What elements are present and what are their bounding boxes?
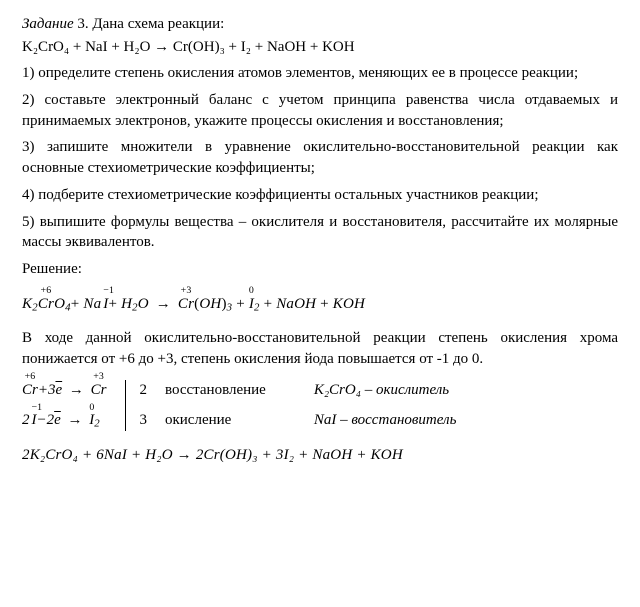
i2-ox-val: 0 xyxy=(249,284,254,298)
r2-pre: 2 xyxy=(22,412,30,428)
eq-h: H xyxy=(121,296,132,312)
eq-oh: OH xyxy=(199,296,221,312)
cr-ox-val: +6 xyxy=(38,284,54,298)
r2-la: I xyxy=(32,412,37,428)
balance-labels: восстановление окисление xyxy=(151,380,266,431)
arrow-1: → xyxy=(153,296,174,312)
r1-arrow: → xyxy=(66,382,87,398)
r1-e: e xyxy=(55,382,62,398)
r2-e: e xyxy=(54,412,61,428)
mult-2: 3 xyxy=(139,410,147,431)
cr-sym: Cr xyxy=(38,296,54,312)
r1-oxa: +6 xyxy=(22,370,38,384)
vline-1 xyxy=(125,380,126,431)
task-label: Задание xyxy=(22,16,74,32)
task-header: Задание 3. Дана схема реакции: xyxy=(22,14,618,35)
plus-3: + xyxy=(236,296,245,312)
final-equation-text: 2K₂CrO₄ + 6NaI + H₂O → 2Cr(OH)₃ + 3I₂ + … xyxy=(22,447,403,463)
item-4: 4) подберите стехиометрические коэффицие… xyxy=(22,185,618,206)
r1-la: Cr xyxy=(22,382,38,398)
oxidation-equation: K2+6CrO4+ Na−1I+ H2O → +3Cr(OH)3 + 0I2 +… xyxy=(22,294,618,315)
eq-o2: O xyxy=(138,296,149,312)
balance-equations: +6Cr+3e → +3Cr 2−1I−2e → 0I2 xyxy=(22,380,116,431)
eq-o: O xyxy=(54,296,65,312)
i-sym: I xyxy=(103,296,108,312)
agent-1-f: K₂CrO₄ xyxy=(314,382,361,398)
r2-rsub: 2 xyxy=(94,418,99,430)
r2-ra: I xyxy=(89,412,94,428)
r1-op: +3 xyxy=(38,382,56,398)
plus-4: + xyxy=(264,296,273,312)
mult-1: 2 xyxy=(139,380,147,401)
r2-oxb: 0 xyxy=(89,401,94,415)
eq-na: Na xyxy=(83,296,101,312)
cr2-ox-val: +3 xyxy=(178,284,194,298)
explanation: В ходе данной окислительно-восстановител… xyxy=(22,328,618,369)
final-equation: 2K₂CrO₄ + 6NaI + H₂O → 2Cr(OH)₃ + 3I₂ + … xyxy=(22,445,618,466)
eq-koh: KOH xyxy=(333,296,365,312)
item-3: 3) запишите множители в уравнение окисли… xyxy=(22,137,618,178)
r1-ra: Cr xyxy=(91,382,107,398)
eq-k: K xyxy=(22,296,32,312)
balance-multipliers: 2 3 xyxy=(135,380,151,431)
label-2: окисление xyxy=(165,410,266,431)
i-ox: −1I xyxy=(103,294,108,315)
balance-agents: K₂CrO₄ – окислитель NaI – восстановитель xyxy=(266,380,457,431)
item-1: 1) определите степень окисления атомов э… xyxy=(22,63,618,84)
cr2-sym: Cr xyxy=(178,296,194,312)
agent-2-t: – восстановитель xyxy=(336,412,456,428)
plus-5: + xyxy=(320,296,329,312)
i2-ox: 0I xyxy=(249,294,254,315)
plus-1: + xyxy=(71,296,80,312)
task-number: 3. xyxy=(77,16,88,32)
i2-sub: 2 xyxy=(254,301,260,313)
r2-arrow: → xyxy=(65,412,86,428)
reaction-scheme-text: K₂CrO₄ + NaI + H₂O → Cr(OH)₃ + I₂ + NaOH… xyxy=(22,39,355,55)
balance-row-1: +6Cr+3e → +3Cr xyxy=(22,380,106,401)
cr-ox: +6Cr xyxy=(38,294,54,315)
r2-oxa: −1 xyxy=(32,401,37,415)
agent-1: K₂CrO₄ – окислитель xyxy=(314,380,457,401)
agent-2-f: NaI xyxy=(314,412,337,428)
label-1: восстановление xyxy=(165,380,266,401)
plus-2: + xyxy=(108,296,117,312)
eq-oh-sub: 3 xyxy=(227,301,233,313)
balance-row-2: 2−1I−2e → 0I2 xyxy=(22,410,106,431)
electron-balance: +6Cr+3e → +3Cr 2−1I−2e → 0I2 2 3 восстан… xyxy=(22,380,618,431)
eq-naoh: NaOH xyxy=(276,296,316,312)
r2-op: −2 xyxy=(37,412,55,428)
i-ox-val: −1 xyxy=(103,284,108,298)
solution-label: Решение: xyxy=(22,259,618,280)
i2-sym: I xyxy=(249,296,254,312)
agent-2: NaI – восстановитель xyxy=(314,410,457,431)
cr2-ox: +3Cr xyxy=(178,294,194,315)
r1-oxb: +3 xyxy=(91,370,107,384)
item-5: 5) выпишите формулы вещества – окислител… xyxy=(22,212,618,253)
item-2: 2) составьте электронный баланс с учетом… xyxy=(22,90,618,131)
task-intro: Дана схема реакции: xyxy=(89,16,225,32)
agent-1-t: – окислитель xyxy=(361,382,449,398)
reaction-scheme: K₂CrO₄ + NaI + H₂O → Cr(OH)₃ + I₂ + NaOH… xyxy=(22,37,618,58)
